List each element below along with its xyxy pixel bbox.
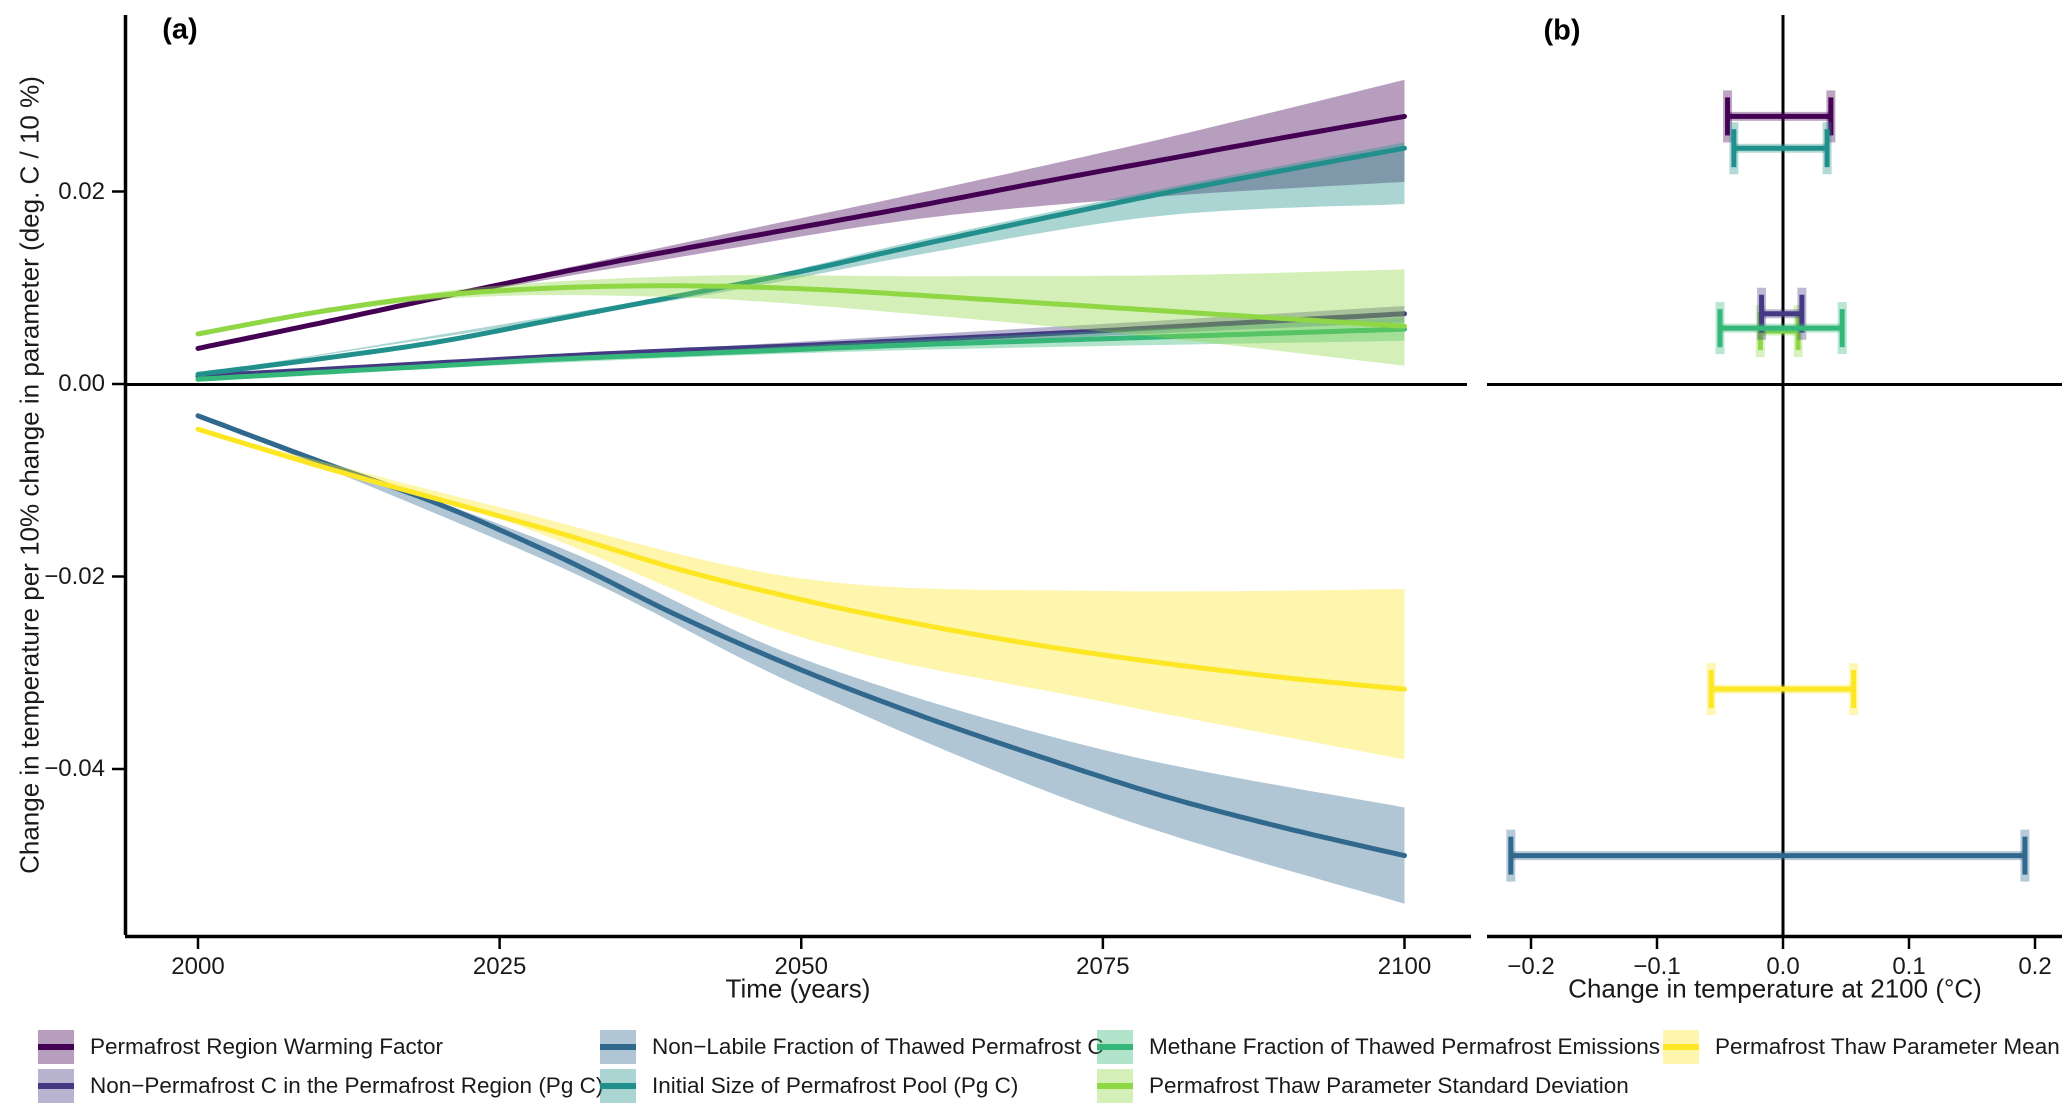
- series-ribbon: [198, 415, 1405, 904]
- tick-label: 2050: [774, 953, 828, 980]
- legend-item-label: Non−Permafrost C in the Permafrost Regio…: [90, 1073, 604, 1098]
- legend-item-label: Initial Size of Permafrost Pool (Pg C): [652, 1073, 1019, 1098]
- tick-label: 2000: [171, 953, 225, 980]
- legend-item: Permafrost Region Warming Factor: [38, 1030, 443, 1064]
- legend-key-line: [38, 1044, 74, 1050]
- series-line: [195, 326, 1407, 382]
- legend-key-ribbon-swatch: [38, 1030, 74, 1064]
- panel-a-x-axis-title: Time (years): [725, 973, 871, 1004]
- legend-item-label: Permafrost Thaw Parameter Standard Devia…: [1149, 1073, 1629, 1098]
- series-line: [195, 145, 1407, 377]
- legend-key-line: [1663, 1044, 1699, 1050]
- tick-label: −0.04: [44, 755, 105, 782]
- legend-item-label: Permafrost Region Warming Factor: [90, 1034, 444, 1059]
- tick-label: −0.2: [1507, 953, 1555, 980]
- series-ribbon: [198, 142, 1405, 375]
- legend-key-ribbon-swatch: [38, 1069, 74, 1103]
- legend-item: Non−Labile Fraction of Thawed Permafrost…: [600, 1030, 1104, 1064]
- legend-item: Methane Fraction of Thawed Permafrost Em…: [1097, 1030, 1660, 1064]
- legend-item-label: Permafrost Thaw Parameter Mean: [1715, 1034, 2060, 1059]
- series-ribbon: [198, 269, 1405, 366]
- legend-key-ribbon-swatch: [1097, 1069, 1133, 1103]
- tick-label: 0.2: [2018, 953, 2052, 980]
- tick-label: 0.0: [1766, 953, 1800, 980]
- tick-label: 2100: [1377, 953, 1432, 980]
- panel-b-label: (b): [1543, 14, 1581, 47]
- series-line: [195, 311, 1407, 379]
- tick-label: 2075: [1076, 953, 1130, 980]
- legend-key-line: [600, 1044, 636, 1050]
- tick-label: 0.00: [58, 370, 105, 397]
- legend-key-line: [600, 1083, 636, 1089]
- series-line: [195, 113, 1407, 351]
- legend-item-label: Non−Labile Fraction of Thawed Permafrost…: [652, 1034, 1104, 1059]
- panel-b-x-axis-title: Change in temperature at 2100 (°C): [1568, 973, 1982, 1004]
- tick-label: 0.1: [1892, 953, 1926, 980]
- legend-key-line: [1097, 1083, 1133, 1089]
- legend-key-ribbon-swatch: [1097, 1030, 1133, 1064]
- legend-item: Non−Permafrost C in the Permafrost Regio…: [38, 1069, 603, 1103]
- legend-item: Permafrost Thaw Parameter Mean: [1663, 1030, 2060, 1064]
- tick-label: 0.02: [58, 177, 105, 205]
- tick-label: −0.1: [1633, 953, 1681, 980]
- legend-item: Permafrost Thaw Parameter Standard Devia…: [1097, 1069, 1629, 1103]
- series-ribbon: [198, 429, 1405, 760]
- legend-key-ribbon-swatch: [600, 1069, 636, 1103]
- legend-key-line: [1097, 1044, 1133, 1050]
- panel-a-label: (a): [162, 13, 198, 46]
- legend-item: Initial Size of Permafrost Pool (Pg C): [600, 1069, 1018, 1103]
- series-line: [195, 283, 1407, 337]
- legend-key-ribbon-swatch: [1663, 1030, 1699, 1064]
- tick-label: −0.02: [44, 562, 105, 590]
- series-line: [195, 426, 1407, 692]
- panel-a-y-axis-title: Change in temperature per 10% change in …: [14, 76, 45, 874]
- legend-key-ribbon-swatch: [600, 1030, 636, 1064]
- tick-label: 2025: [472, 953, 527, 980]
- legend-item-label: Methane Fraction of Thawed Permafrost Em…: [1149, 1034, 1661, 1059]
- legend-key-line: [38, 1083, 74, 1089]
